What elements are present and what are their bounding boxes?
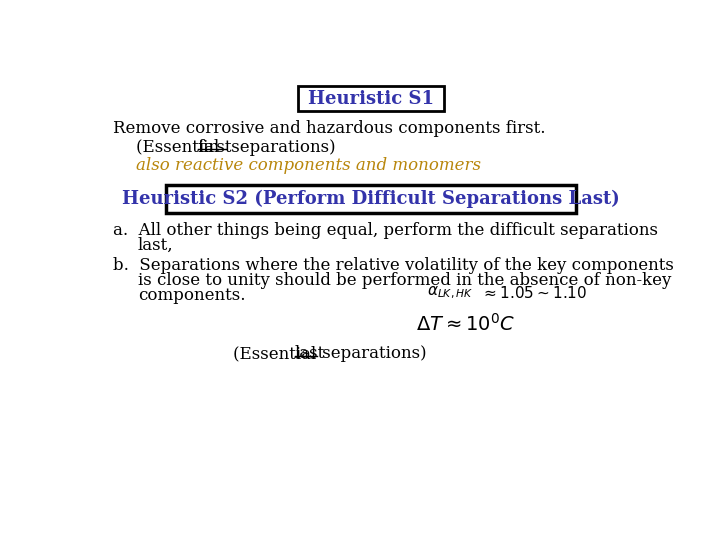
FancyBboxPatch shape — [297, 86, 444, 111]
Text: separations): separations) — [226, 139, 336, 156]
Text: also reactive components and monomers: also reactive components and monomers — [137, 157, 482, 174]
Text: last: last — [294, 345, 325, 362]
Text: is close to unity should be performed in the absence of non-key: is close to unity should be performed in… — [138, 272, 672, 289]
Text: Heuristic S1: Heuristic S1 — [308, 90, 434, 107]
FancyBboxPatch shape — [166, 185, 576, 213]
Text: $\approx 1.05 \sim 1.10$: $\approx 1.05 \sim 1.10$ — [482, 285, 588, 301]
Text: (Essential: (Essential — [137, 139, 225, 156]
Text: Heuristic S2 (Perform Difficult Separations Last): Heuristic S2 (Perform Difficult Separati… — [122, 190, 620, 208]
Text: separations): separations) — [317, 345, 427, 362]
Text: $\Delta T \approx 10^{0}C$: $\Delta T \approx 10^{0}C$ — [415, 313, 515, 335]
Text: Remove corrosive and hazardous components first.: Remove corrosive and hazardous component… — [113, 120, 546, 137]
Text: b.  Separations where the relative volatility of the key components: b. Separations where the relative volati… — [113, 257, 674, 274]
Text: $\alpha_{LK,HK}$: $\alpha_{LK,HK}$ — [427, 285, 473, 301]
Text: a.  All other things being equal, perform the difficult separations: a. All other things being equal, perform… — [113, 222, 658, 239]
Text: first: first — [198, 139, 233, 156]
Text: last,: last, — [138, 237, 174, 253]
Text: (Essential: (Essential — [233, 345, 322, 362]
Text: components.: components. — [138, 287, 246, 303]
